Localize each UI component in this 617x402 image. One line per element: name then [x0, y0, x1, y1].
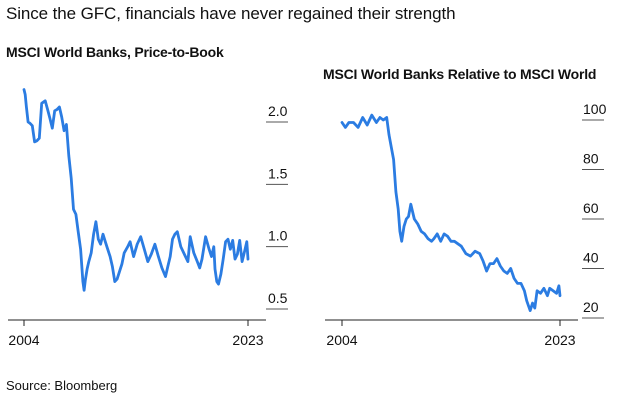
left-x-tick-label: 2004 [8, 332, 39, 348]
right-y-tick-label: 40 [583, 250, 599, 266]
right-x-tick-label: 2023 [544, 332, 575, 348]
left-chart-price-to-book: 2.0 1.5 1.0 0.5 2004 2023 [8, 88, 288, 348]
right-y-tick-label: 20 [583, 299, 599, 315]
left-y-tick-label: 1.5 [268, 165, 288, 181]
right-x-tick-label: 2004 [326, 332, 357, 348]
left-y-tick-label: 1.0 [268, 228, 288, 244]
right-y-tick-label: 100 [583, 101, 607, 117]
headline: Since the GFC, financials have never reg… [6, 4, 456, 23]
left-y-tick-label: 2.0 [268, 103, 288, 119]
left-x-tick-label: 2023 [232, 332, 263, 348]
left-y-tick-label: 0.5 [268, 290, 288, 306]
right-chart-title: MSCI World Banks Relative to MSCI World [323, 66, 597, 82]
left-series-line [22, 88, 250, 292]
right-y-tick-label: 60 [583, 200, 599, 216]
left-chart-title: MSCI World Banks, Price-to-Book [6, 44, 224, 60]
right-series-line [340, 113, 562, 313]
right-y-tick-label: 80 [583, 151, 599, 167]
source-note: Source: Bloomberg [6, 378, 118, 393]
right-chart-relative-performance: 100 80 60 40 20 2004 2023 [325, 101, 607, 348]
